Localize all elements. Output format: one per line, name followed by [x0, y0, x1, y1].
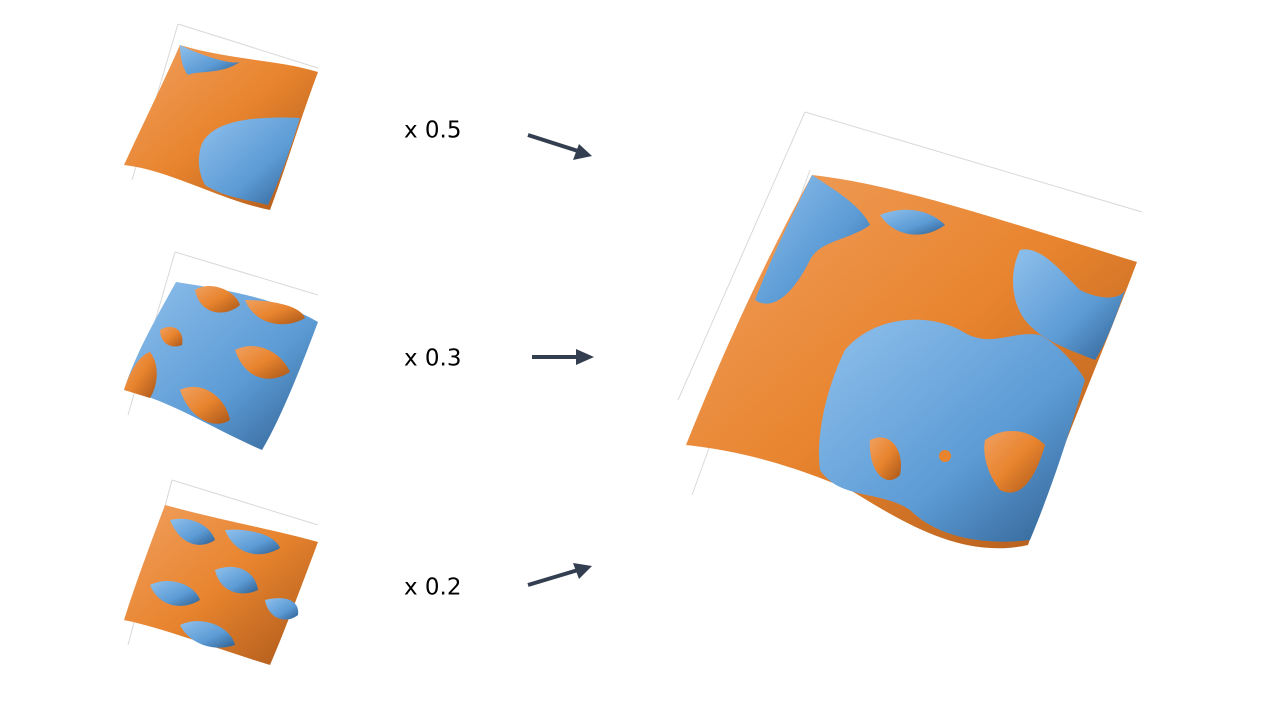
- arrow-head: [573, 144, 592, 160]
- blob: [869, 437, 901, 481]
- blob: [215, 566, 258, 594]
- blob: [819, 319, 1085, 542]
- blob: [984, 430, 1045, 493]
- blob: [235, 346, 290, 379]
- arrow: [532, 349, 594, 365]
- noise-surface-3: [124, 479, 319, 665]
- weight-label: x 0.3: [404, 346, 462, 372]
- weight-label: x 0.5: [404, 118, 462, 144]
- blob: [225, 529, 280, 555]
- noise-surface-1: [124, 23, 319, 210]
- noise-surface-2: [124, 251, 319, 450]
- arrow: [527, 133, 592, 160]
- blob: [939, 450, 951, 462]
- blob: [880, 209, 945, 235]
- blob: [1013, 249, 1125, 360]
- arrow: [527, 563, 592, 587]
- blob: [180, 621, 235, 648]
- blob: [755, 175, 870, 304]
- blob: [180, 45, 240, 75]
- blob: [195, 285, 240, 313]
- blob: [265, 598, 299, 620]
- combined-surface: [677, 111, 1143, 549]
- blob: [160, 326, 183, 347]
- blob: [170, 518, 215, 545]
- weight-label: x 0.2: [404, 575, 462, 601]
- blob: [180, 386, 230, 424]
- blob: [124, 352, 157, 398]
- surface: [124, 282, 318, 450]
- blob: [150, 580, 200, 606]
- arrow-head: [576, 349, 594, 365]
- arrow-head: [573, 563, 592, 579]
- arrow-shaft: [527, 568, 579, 587]
- blob: [198, 117, 300, 205]
- blob: [245, 300, 305, 325]
- arrow-shaft: [527, 133, 579, 153]
